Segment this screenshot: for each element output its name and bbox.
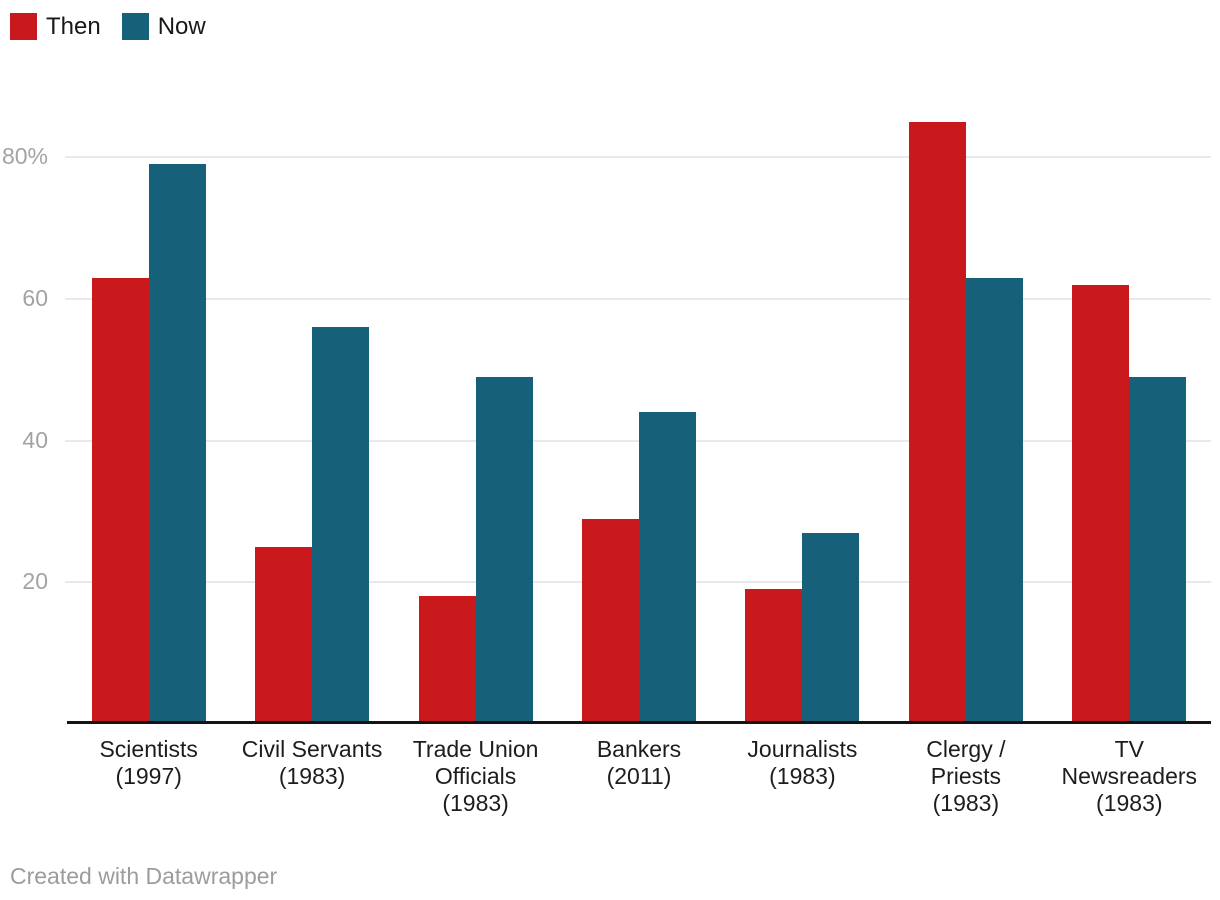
x-label-journalists-1983: Journalists (1983) [747, 736, 858, 789]
x-label-trade-union-officials-1983: Trade Union Officials (1983) [412, 736, 539, 816]
datawrapper-credit-link[interactable]: Created with Datawrapper [10, 863, 278, 889]
bar-now-scientists-1997 [148, 164, 206, 724]
bar-now-journalists-1983 [802, 532, 860, 724]
x-label-civil-servants-1983: Civil Servants (1983) [241, 736, 383, 789]
bar-then-trade-union-officials-1983 [418, 596, 476, 724]
bar-then-journalists-1983 [745, 589, 803, 724]
y-tick-label-20: 20 [22, 568, 48, 594]
x-label-clergy-priests-1983: Clergy / Priests (1983) [926, 736, 1006, 816]
bar-then-tv-newsreaders-1983 [1072, 284, 1130, 724]
gridline-80 [65, 156, 1211, 158]
bar-now-civil-servants-1983 [312, 327, 370, 724]
bar-then-bankers-2011 [582, 518, 639, 724]
legend-swatch-then [10, 13, 37, 40]
x-axis-line [67, 721, 1211, 724]
legend-label-now: Now [157, 13, 206, 40]
legend-item-now: Now [121, 13, 206, 40]
x-label-tv-newsreaders-1983: TV Newsreaders (1983) [1061, 736, 1198, 816]
legend-swatch-now [121, 13, 149, 40]
legend-item-then: Then [10, 13, 101, 40]
gridline-60 [65, 298, 1211, 300]
bar-now-bankers-2011 [639, 412, 696, 724]
y-tick-label-40: 40 [22, 427, 48, 453]
bar-now-trade-union-officials-1983 [475, 376, 533, 724]
y-tick-label-80: 80% [1, 143, 48, 169]
x-label-bankers-2011: Bankers (2011) [596, 736, 682, 789]
x-label-scientists-1997: Scientists (1997) [99, 736, 198, 789]
gridline-40 [65, 440, 1211, 442]
bar-then-clergy-priests-1983 [908, 121, 966, 724]
y-tick-label-60: 60 [22, 285, 48, 311]
bar-then-scientists-1997 [91, 277, 149, 724]
bar-then-civil-servants-1983 [255, 546, 313, 724]
legend-label-then: Then [46, 13, 101, 40]
bar-now-tv-newsreaders-1983 [1129, 376, 1187, 724]
legend: Then Now [10, 13, 206, 40]
bar-now-clergy-priests-1983 [965, 277, 1023, 724]
